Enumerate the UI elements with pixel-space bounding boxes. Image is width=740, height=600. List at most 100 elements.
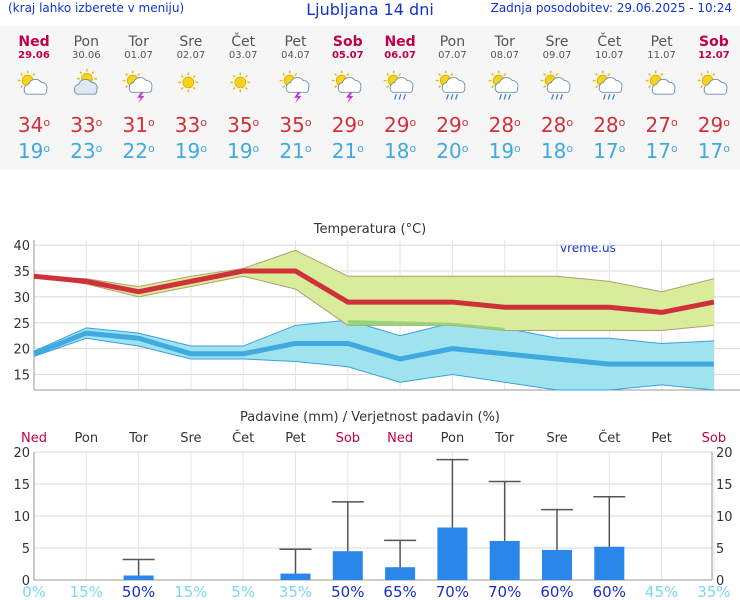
min-temp: 23o: [70, 139, 103, 163]
x-tick-label: Sre: [180, 431, 201, 446]
y-tick-label-right: 0: [716, 574, 724, 589]
sun-cloud-rain-icon: [583, 68, 635, 104]
day-column: Sre 09.07 28o 18o: [531, 26, 583, 164]
max-temp: 29o: [436, 113, 469, 137]
min-temp-band: [34, 320, 714, 390]
sun-cloud-rain-icon: [531, 68, 583, 104]
chart-title: Padavine (mm) / Verjetnost padavin (%): [240, 410, 500, 425]
max-temp: 29o: [697, 113, 730, 137]
min-temp: 21o: [331, 139, 364, 163]
max-temp: 27o: [645, 113, 678, 137]
chart-title: Temperatura (°C): [313, 222, 426, 237]
page-title: Ljubljana 14 dni: [306, 0, 434, 19]
max-temp: 35o: [227, 113, 260, 137]
day-name: Ned: [18, 34, 50, 50]
day-name: Pet: [284, 34, 307, 50]
day-date: 08.07: [490, 50, 519, 61]
max-temp: 31o: [122, 113, 155, 137]
y-tick-label: 20: [13, 343, 30, 358]
min-temp: 19o: [17, 139, 51, 163]
max-temp: 29o: [384, 113, 417, 137]
sun-cloud-storm-icon: [322, 68, 374, 104]
min-temp: 17o: [697, 139, 730, 163]
precip-bar: [280, 573, 311, 580]
x-tick-label: Sob: [702, 431, 726, 446]
sun-cloud-storm-icon: [270, 68, 322, 104]
day-column: Tor 08.07 28o 19o: [479, 26, 531, 164]
min-temp-band-edge: [33, 337, 714, 391]
day-column: Pon 30.06 33o 23o: [60, 26, 112, 164]
day-name: Sob: [699, 34, 729, 50]
min-temp: 18o: [540, 139, 574, 163]
x-tick-label: Ned: [21, 431, 47, 446]
day-column: Pet 11.07 27o 17o: [636, 26, 688, 164]
x-tick-label: Pon: [441, 431, 465, 446]
max-temp-band: [34, 250, 714, 331]
precip-bar: [594, 546, 625, 580]
day-column: Ned 29.06 34o 19o: [8, 26, 60, 164]
probability-label: 60%: [593, 583, 626, 600]
min-temp: 18o: [384, 139, 417, 163]
sun-icon: [165, 68, 217, 104]
max-temp: 34o: [17, 113, 51, 137]
day-date: 10.07: [594, 50, 624, 61]
y-tick-label: 10: [13, 510, 30, 525]
y-tick-label: 20: [13, 446, 30, 461]
y-tick-label: 15: [13, 478, 30, 493]
max-temp-band-edge: [33, 249, 715, 293]
precip-bar: [437, 527, 468, 580]
probability-label: 50%: [122, 583, 155, 600]
day-date: 03.07: [228, 50, 258, 61]
max-temp: 35o: [279, 113, 312, 137]
band-overlap: [347, 320, 505, 331]
max-temp: 33o: [174, 113, 207, 137]
y-tick-label-right: 10: [716, 510, 733, 525]
probability-label: 70%: [488, 583, 521, 600]
y-tick-label: 30: [13, 291, 30, 306]
day-date: 11.07: [647, 50, 676, 61]
probability-label: 15%: [174, 583, 207, 600]
day-date: 12.07: [698, 50, 730, 61]
cloudy-icon: [60, 68, 112, 104]
min-temp-line: [33, 330, 714, 367]
precip-bar: [385, 567, 416, 580]
day-name: Sre: [545, 34, 569, 50]
min-temp: 19o: [488, 139, 521, 163]
day-column: Sob 12.07 29o 17o: [688, 26, 740, 164]
sun-cloud-rain-icon: [426, 68, 478, 104]
sun-cloud-rain-icon: [374, 68, 426, 104]
day-date: 30.06: [71, 50, 101, 61]
x-tick-label: Tor: [128, 431, 149, 446]
sun-cloud-storm-icon: [113, 68, 165, 104]
max-temp: 28o: [593, 113, 626, 137]
daily-forecast-strip: Ned 29.06 34o 19o Pon 30.06 33o 23o Tor 01.07 31o 2…: [0, 26, 740, 170]
y-tick-label-right: 20: [716, 446, 733, 461]
y-tick-label: 5: [22, 542, 30, 557]
day-column: Tor 01.07 31o 22o: [113, 26, 165, 164]
min-temp-band-edge: [33, 319, 714, 352]
probability-label: 0%: [22, 583, 46, 600]
probability-label: 45%: [645, 583, 678, 600]
max-temp-line: [33, 268, 715, 315]
x-tick-label: Tor: [494, 431, 515, 446]
probability-label: 60%: [540, 583, 573, 600]
day-column: Čet 10.07 28o 17o: [583, 26, 635, 164]
max-temp: 28o: [540, 113, 574, 137]
x-tick-label: Čet: [232, 430, 254, 446]
y-tick-label: 35: [13, 265, 30, 280]
location-menu-hint[interactable]: (kraj lahko izberete v meniju): [8, 1, 185, 15]
y-tick-label: 40: [13, 239, 30, 254]
day-name: Pon: [439, 34, 466, 50]
day-date: 01.07: [124, 50, 153, 61]
probability-label: 35%: [279, 583, 312, 600]
day-name: Čet: [597, 34, 622, 50]
probability-label: 5%: [231, 583, 255, 600]
precip-bar: [542, 549, 572, 580]
min-temp: 19o: [174, 139, 207, 163]
day-column: Pon 07.07 29o 20o: [426, 26, 478, 164]
sun-cloud-icon: [636, 68, 688, 104]
day-date: 04.07: [281, 50, 310, 61]
day-name: Sob: [332, 34, 363, 50]
precip-bar: [123, 575, 154, 580]
